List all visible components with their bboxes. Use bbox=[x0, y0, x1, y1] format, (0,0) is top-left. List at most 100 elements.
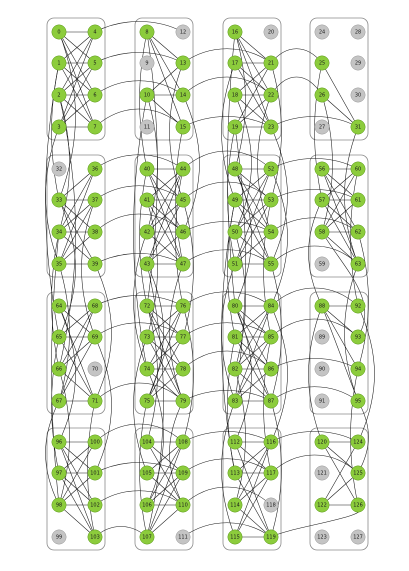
active-qubit-node bbox=[314, 298, 330, 314]
intra-cell-edge bbox=[321, 472, 359, 506]
active-qubit-node bbox=[350, 256, 366, 272]
inter-cell-edge bbox=[146, 305, 158, 443]
qubit-node-label: 113 bbox=[230, 470, 240, 476]
inter-cell-edge bbox=[182, 116, 272, 128]
inter-cell-edge bbox=[270, 116, 359, 128]
qubit-node-label: 87 bbox=[268, 398, 274, 404]
inter-cell-edge bbox=[182, 221, 272, 233]
inter-cell-edge bbox=[350, 168, 359, 307]
active-qubit-node bbox=[227, 529, 243, 545]
intra-cell-edge bbox=[321, 441, 359, 506]
active-qubit-node bbox=[350, 329, 366, 345]
qubit-node-label: 21 bbox=[268, 60, 274, 66]
qubit-node-label: 0 bbox=[57, 29, 60, 35]
qubit-node-label: 15 bbox=[180, 124, 186, 130]
inter-cell-edge bbox=[169, 400, 184, 506]
active-qubit-node bbox=[227, 497, 243, 513]
qubit-node-label: 121 bbox=[317, 470, 327, 476]
qubit-node-label: 4 bbox=[93, 29, 96, 35]
active-qubit-node bbox=[263, 55, 279, 71]
active-qubit-node bbox=[175, 361, 191, 377]
qubit-node-label: 9 bbox=[145, 60, 148, 66]
qubit-node-label: 79 bbox=[180, 398, 186, 404]
inter-cell-edge bbox=[270, 126, 288, 265]
inter-cell-edge bbox=[257, 94, 272, 233]
qubit-node-label: 91 bbox=[319, 398, 325, 404]
intra-cell-edge bbox=[146, 31, 184, 64]
inter-cell-edge bbox=[350, 368, 359, 506]
qubit-node-label: 63 bbox=[355, 261, 361, 267]
inactive-qubit-node bbox=[314, 393, 330, 409]
active-qubit-node bbox=[51, 298, 67, 314]
qubit-node-label: 97 bbox=[56, 470, 62, 476]
unit-cell-box bbox=[222, 154, 282, 278]
inter-cell-edge bbox=[94, 490, 184, 506]
qubit-node-label: 114 bbox=[230, 502, 240, 508]
intra-cell-edge bbox=[58, 62, 96, 128]
qubit-node-label: 94 bbox=[355, 366, 361, 372]
qubit-node-label: 106 bbox=[142, 502, 152, 508]
qubit-node-label: 77 bbox=[180, 334, 186, 340]
active-qubit-node bbox=[314, 161, 330, 177]
intra-cell-edge bbox=[58, 441, 96, 474]
active-qubit-node bbox=[227, 329, 243, 345]
active-qubit-node bbox=[139, 256, 155, 272]
qubit-node-label: 36 bbox=[92, 166, 98, 172]
active-qubit-node bbox=[263, 329, 279, 345]
intra-cell-edge bbox=[58, 199, 96, 265]
qubit-node-label: 72 bbox=[144, 303, 150, 309]
active-qubit-node bbox=[227, 224, 243, 240]
inter-cell-edge bbox=[94, 213, 184, 233]
active-qubit-node bbox=[227, 434, 243, 450]
inter-cell-edge bbox=[51, 336, 60, 474]
inter-cell-edge bbox=[357, 305, 375, 443]
intra-cell-edge bbox=[58, 441, 96, 538]
inter-cell-edge bbox=[270, 245, 359, 265]
intra-cell-edge bbox=[146, 441, 184, 538]
inactive-qubit-node bbox=[314, 361, 330, 377]
qubit-node-label: 81 bbox=[232, 334, 238, 340]
active-qubit-node bbox=[314, 434, 330, 450]
inter-cell-edge bbox=[94, 154, 184, 170]
intra-cell-edge bbox=[58, 336, 96, 402]
qubit-node-label: 59 bbox=[319, 261, 325, 267]
active-qubit-node bbox=[227, 192, 243, 208]
active-qubit-node bbox=[263, 192, 279, 208]
qubit-node-label: 53 bbox=[268, 197, 274, 203]
qubit-node-label: 41 bbox=[144, 197, 150, 203]
intra-cell-edge bbox=[321, 168, 359, 233]
qubit-node-label: 22 bbox=[268, 92, 274, 98]
qubit-node-label: 117 bbox=[266, 470, 276, 476]
qubit-node-label: 68 bbox=[92, 303, 98, 309]
inter-cell-edge bbox=[270, 386, 359, 402]
coupler-edges bbox=[45, 21, 375, 538]
qubit-node-label: 5 bbox=[93, 60, 96, 66]
intra-cell-edge bbox=[146, 504, 184, 538]
qubit-node-label: 3 bbox=[57, 124, 60, 130]
qubit-node-label: 1 bbox=[57, 60, 60, 66]
intra-cell-edge bbox=[58, 31, 96, 96]
active-qubit-node bbox=[87, 192, 103, 208]
inter-cell-edge bbox=[263, 199, 272, 338]
active-qubit-node bbox=[87, 465, 103, 481]
intra-cell-edge bbox=[58, 305, 96, 370]
intra-cell-edge bbox=[58, 504, 96, 538]
active-qubit-node bbox=[87, 529, 103, 545]
qubit-node-label: 85 bbox=[268, 334, 274, 340]
inter-cell-edge bbox=[58, 368, 70, 506]
active-qubit-node bbox=[227, 87, 243, 103]
qubit-node-label: 122 bbox=[317, 502, 327, 508]
inter-cell-edge bbox=[263, 336, 272, 474]
qubit-node-label: 20 bbox=[268, 29, 274, 35]
unit-cell-box bbox=[309, 154, 369, 278]
active-qubit-node bbox=[87, 224, 103, 240]
qubit-node-label: 101 bbox=[90, 470, 100, 476]
inter-cell-edge bbox=[58, 94, 70, 233]
intra-cell-edge bbox=[234, 62, 272, 96]
inter-cell-edge bbox=[94, 382, 184, 402]
inter-cell-edge bbox=[270, 400, 282, 538]
inter-cell-edge bbox=[139, 400, 148, 538]
qubit-node-label: 67 bbox=[56, 398, 62, 404]
qubit-node-label: 32 bbox=[56, 166, 62, 172]
inter-cell-edge bbox=[146, 368, 164, 506]
